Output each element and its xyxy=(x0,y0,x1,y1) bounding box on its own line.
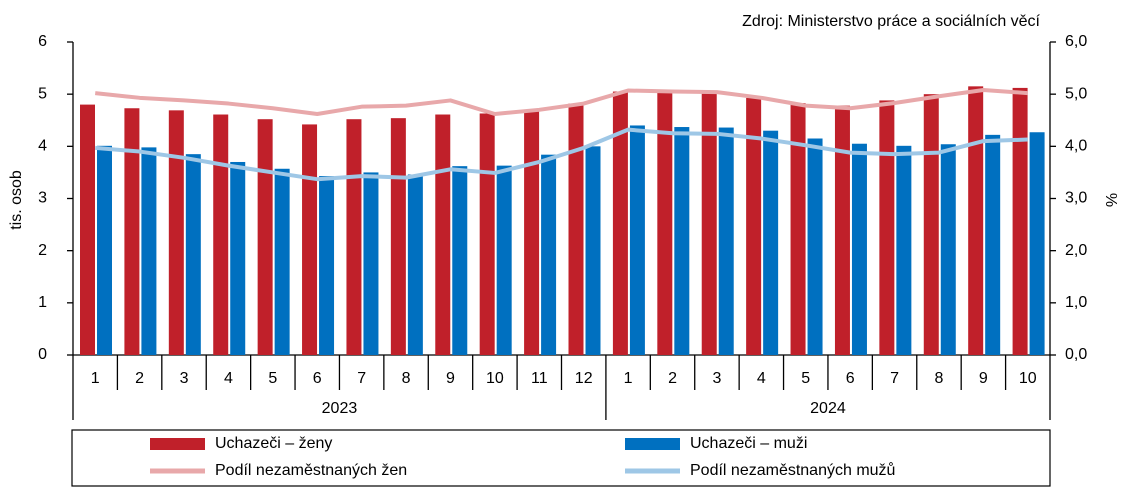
bar xyxy=(407,174,423,355)
bar xyxy=(879,100,895,355)
bar xyxy=(97,145,112,355)
x-tick-label: 12 xyxy=(575,370,593,387)
y2-tick-label: 3,0 xyxy=(1065,190,1087,207)
bar xyxy=(213,114,229,356)
x-tick-label: 10 xyxy=(1019,370,1037,387)
x-tick-label: 3 xyxy=(180,370,189,387)
legend-label: Podíl nezaměstnaných žen xyxy=(215,462,407,479)
y-axis-title: tis. osob xyxy=(8,170,25,230)
bar xyxy=(701,92,717,355)
legend-swatch xyxy=(625,438,680,450)
bar xyxy=(940,144,956,355)
x-tick-label: 2 xyxy=(135,370,144,387)
bar xyxy=(274,168,290,355)
y-tick-label: 3 xyxy=(38,190,47,207)
bar xyxy=(585,146,601,355)
legend-label: Uchazeči – ženy xyxy=(215,435,332,452)
bar xyxy=(851,143,867,355)
y2-tick-label: 4,0 xyxy=(1065,138,1087,155)
y2-tick-label: 1,0 xyxy=(1065,294,1087,311)
y-tick-label: 1 xyxy=(38,294,47,311)
bar xyxy=(612,91,628,355)
x-tick-label: 7 xyxy=(357,370,366,387)
bar xyxy=(524,109,540,355)
bar xyxy=(629,125,645,355)
x-tick-label: 5 xyxy=(268,370,277,387)
bar xyxy=(834,105,850,355)
bar xyxy=(985,134,1001,355)
x-tick-label: 9 xyxy=(446,370,455,387)
y2-axis-title: % xyxy=(1102,193,1119,207)
x-tick-label: 4 xyxy=(757,370,766,387)
bar xyxy=(657,92,673,355)
y-tick-label: 0 xyxy=(38,346,47,363)
y-tick-label: 5 xyxy=(38,85,47,102)
bar xyxy=(746,97,762,356)
y-tick-label: 2 xyxy=(38,242,47,259)
bar xyxy=(185,154,201,355)
bar xyxy=(968,86,984,355)
y2-tick-label: 0,0 xyxy=(1065,346,1087,363)
bar xyxy=(141,147,157,355)
bar xyxy=(718,127,734,355)
bar xyxy=(452,166,468,355)
legend-label: Uchazeči – muži xyxy=(690,435,807,452)
x-tick-label: 1 xyxy=(91,370,100,387)
x-tick-label: 3 xyxy=(712,370,721,387)
bar xyxy=(363,172,379,355)
legend-box xyxy=(71,429,1051,487)
y2-tick-label: 5,0 xyxy=(1065,85,1087,102)
x-tick-label: 9 xyxy=(979,370,988,387)
bar xyxy=(674,127,690,355)
bar xyxy=(230,161,246,355)
x-tick-label: 8 xyxy=(935,370,944,387)
bar xyxy=(1012,87,1028,355)
x-tick-label: 6 xyxy=(846,370,855,387)
group-label: 2024 xyxy=(810,400,846,417)
x-tick-label: 10 xyxy=(486,370,504,387)
bar xyxy=(763,130,779,355)
legend-swatch xyxy=(150,438,205,450)
line xyxy=(95,127,1028,182)
y-tick-label: 4 xyxy=(38,138,47,155)
bar xyxy=(124,108,140,355)
y2-tick-label: 2,0 xyxy=(1065,242,1087,259)
bar xyxy=(896,145,912,355)
source: Zdroj: Ministerstvo práce a sociálních v… xyxy=(742,13,1040,30)
bar xyxy=(80,104,95,355)
x-tick-label: 7 xyxy=(890,370,899,387)
bar xyxy=(257,119,273,355)
bar xyxy=(541,154,557,355)
bar xyxy=(807,138,823,355)
x-tick-label: 6 xyxy=(313,370,322,387)
y2-tick-label: 6,0 xyxy=(1065,33,1087,50)
line xyxy=(94,87,1028,116)
legend-label: Podíl nezaměstnaných mužů xyxy=(690,461,895,479)
x-tick-label: 4 xyxy=(224,370,233,387)
bar xyxy=(1029,132,1045,355)
bar xyxy=(168,110,184,355)
bar xyxy=(496,165,512,355)
bar xyxy=(319,176,335,355)
y-tick-label: 6 xyxy=(38,33,47,50)
x-tick-label: 8 xyxy=(402,370,411,387)
bar xyxy=(479,113,495,356)
x-tick-label: 5 xyxy=(801,370,810,387)
bar xyxy=(790,103,806,355)
bar xyxy=(302,124,318,355)
x-tick-label: 2 xyxy=(668,370,677,387)
x-tick-label: 1 xyxy=(624,370,633,387)
bar xyxy=(568,103,584,355)
bar xyxy=(435,114,451,356)
group-label: 2023 xyxy=(322,400,358,417)
bar xyxy=(923,94,939,356)
x-tick-label: 11 xyxy=(531,370,548,387)
bar xyxy=(346,119,362,355)
bar xyxy=(390,118,406,355)
